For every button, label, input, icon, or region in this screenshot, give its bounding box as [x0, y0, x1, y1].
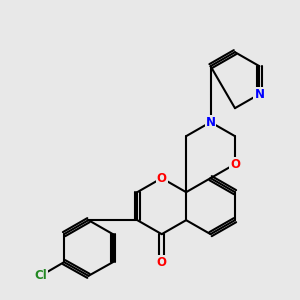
Text: Cl: Cl [34, 269, 47, 282]
Text: N: N [254, 88, 264, 101]
Text: O: O [157, 256, 167, 269]
Text: O: O [157, 172, 167, 185]
Text: N: N [206, 116, 216, 129]
Text: O: O [230, 158, 240, 171]
